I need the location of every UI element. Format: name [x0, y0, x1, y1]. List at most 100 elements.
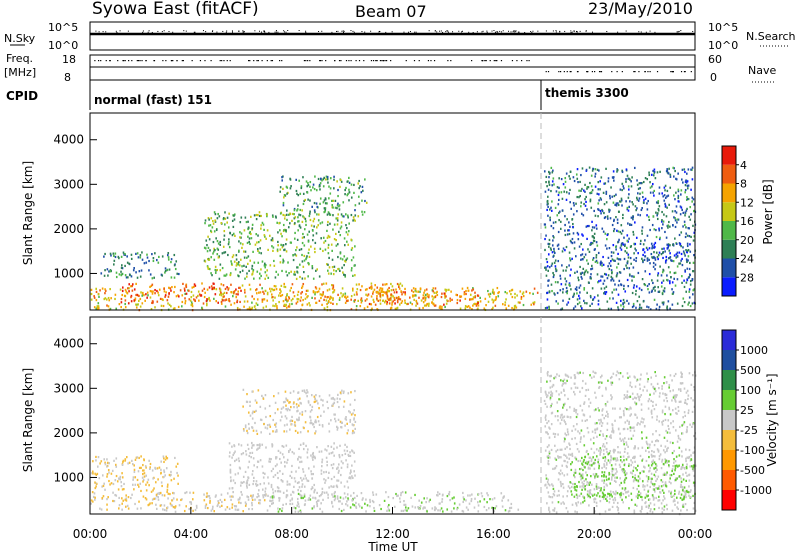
data-cell	[237, 293, 239, 296]
data-cell	[297, 194, 300, 197]
data-cell	[684, 399, 687, 402]
data-cell	[581, 473, 584, 476]
data-cell	[285, 430, 288, 433]
data-cell	[564, 432, 567, 435]
data-cell	[674, 397, 676, 401]
data-cell	[649, 191, 652, 194]
data-cell	[651, 462, 654, 465]
data-cell	[564, 447, 567, 450]
data-cell	[237, 508, 240, 511]
data-cell	[201, 282, 203, 285]
data-cell	[333, 223, 336, 226]
data-cell	[297, 216, 299, 219]
data-cell	[606, 247, 608, 250]
data-cell	[227, 243, 230, 246]
data-cell	[323, 176, 325, 179]
data-cell	[98, 477, 101, 480]
data-cell	[233, 214, 235, 217]
data-cell	[613, 288, 615, 291]
data-cell	[669, 173, 672, 176]
data-cell	[283, 460, 286, 464]
data-cell	[151, 300, 154, 303]
data-cell	[455, 293, 458, 296]
data-cell	[354, 209, 356, 212]
data-cell	[371, 286, 373, 289]
data-cell	[240, 258, 242, 261]
data-cell	[586, 418, 588, 422]
data-cell	[352, 503, 354, 506]
data-cell	[255, 480, 258, 483]
data-cell	[575, 202, 577, 205]
data-cell	[642, 201, 645, 204]
data-cell	[627, 456, 629, 459]
data-cell	[627, 253, 630, 256]
data-cell	[581, 277, 583, 280]
nsky-dot	[537, 30, 539, 32]
data-cell	[251, 473, 254, 476]
nsky-dot	[115, 30, 117, 32]
data-cell	[198, 293, 201, 296]
data-cell	[257, 234, 259, 237]
data-cell	[164, 269, 167, 273]
data-cell	[336, 219, 339, 222]
data-cell	[310, 470, 312, 473]
data-cell	[616, 170, 618, 173]
data-cell	[565, 422, 567, 426]
data-cell	[612, 431, 615, 434]
data-cell	[657, 439, 660, 443]
data-cell	[304, 277, 306, 280]
data-cell	[613, 218, 615, 221]
data-cell	[304, 198, 306, 202]
data-cell	[595, 259, 598, 263]
data-cell	[285, 398, 288, 401]
data-cell	[346, 463, 349, 466]
data-cell	[219, 240, 222, 244]
data-cell	[170, 276, 173, 279]
data-cell	[649, 308, 652, 311]
data-cell	[109, 307, 112, 311]
data-cell	[279, 248, 282, 251]
data-cell	[693, 203, 695, 206]
data-cell	[292, 402, 295, 405]
data-cell	[546, 185, 548, 188]
data-cell	[191, 498, 194, 501]
data-cell	[658, 229, 661, 232]
data-cell	[552, 221, 555, 224]
data-cell	[437, 491, 439, 494]
data-cell	[297, 266, 299, 269]
data-cell	[647, 215, 650, 218]
data-cell	[656, 214, 658, 217]
data-cell	[247, 220, 249, 223]
data-cell	[291, 490, 294, 493]
nsky-dot	[491, 30, 493, 32]
data-cell	[338, 405, 340, 409]
freq-dot	[496, 60, 498, 62]
data-cell	[286, 489, 288, 492]
data-cell	[294, 273, 296, 276]
data-cell	[311, 205, 313, 208]
nsky-dot	[142, 30, 144, 32]
data-cell	[650, 383, 653, 386]
data-cell	[345, 418, 348, 421]
freq-dot	[558, 71, 560, 73]
data-cell	[564, 373, 567, 376]
data-cell	[223, 291, 226, 294]
data-cell	[244, 504, 247, 507]
data-cell	[256, 303, 259, 306]
data-cell	[264, 472, 266, 475]
data-cell	[257, 460, 260, 463]
data-cell	[336, 217, 339, 220]
data-cell	[321, 487, 324, 490]
data-cell	[634, 221, 636, 224]
nsky-dot	[591, 31, 593, 33]
data-cell	[303, 426, 305, 430]
data-cell	[547, 269, 549, 272]
data-cell	[569, 406, 571, 409]
data-cell	[300, 402, 302, 405]
data-cell	[323, 298, 325, 301]
data-cell	[230, 291, 232, 294]
data-cell	[685, 489, 688, 493]
data-cell	[474, 497, 476, 500]
data-cell	[165, 467, 168, 470]
data-cell	[568, 251, 571, 254]
